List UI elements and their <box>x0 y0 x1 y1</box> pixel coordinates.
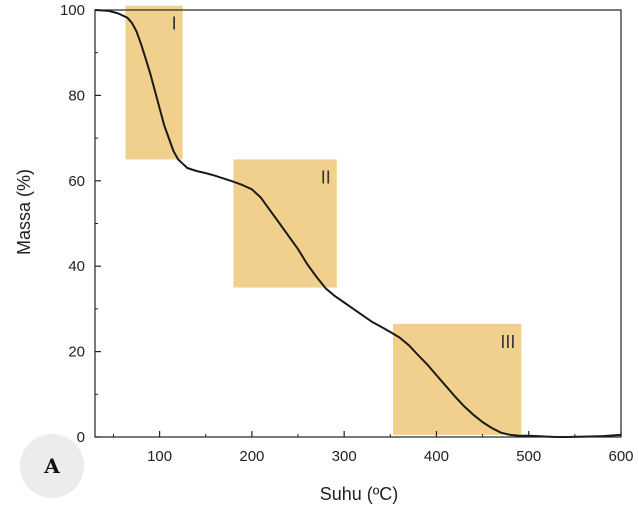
tick-layer: 100 200 300 400 500 600 0 20 40 60 80 100 <box>60 2 634 465</box>
region-label-3: III <box>500 332 515 352</box>
region-box-2 <box>233 159 337 288</box>
x-tick-label: 100 <box>147 448 172 465</box>
y-axis-title: Massa (%) <box>14 169 34 255</box>
y-tick-label: 20 <box>68 344 85 361</box>
y-tick-label: 60 <box>68 173 85 190</box>
x-tick-label: 200 <box>239 448 264 465</box>
region-label-2: II <box>321 167 331 187</box>
x-tick-label: 400 <box>424 448 449 465</box>
y-tick-label: 80 <box>68 87 85 104</box>
region-label-1: I <box>172 14 177 34</box>
region-box-3 <box>393 323 522 435</box>
panel-label-badge: A <box>20 434 84 498</box>
series-layer <box>94 9 622 438</box>
x-tick-label: 300 <box>332 448 357 465</box>
x-tick-label: 600 <box>608 448 633 465</box>
region-box-1 <box>125 5 183 160</box>
panel-label: A <box>44 454 60 478</box>
y-tick-label: 40 <box>68 258 85 275</box>
series-line-1 <box>94 9 622 438</box>
y-tick-label: 0 <box>77 429 85 446</box>
y-tick-label: 100 <box>60 2 85 19</box>
x-tick-label: 500 <box>516 448 541 465</box>
x-axis-title: Suhu (ºC) <box>320 484 399 504</box>
